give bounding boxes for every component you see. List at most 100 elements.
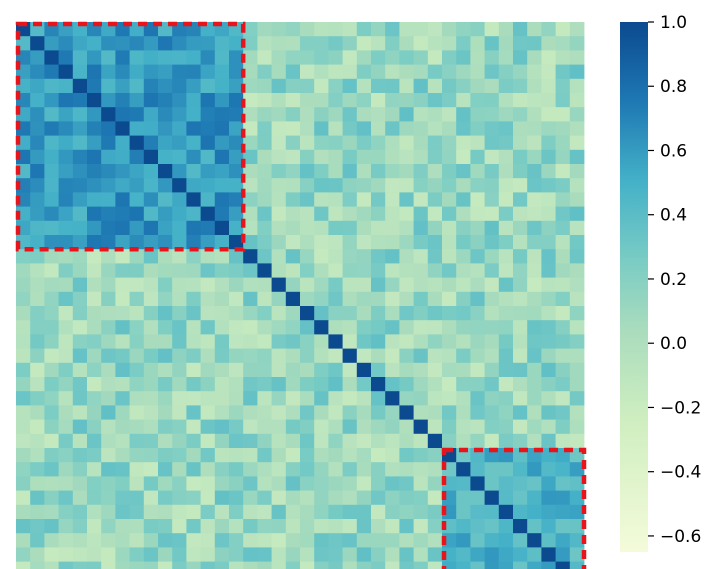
heatmap-cell-23-16 bbox=[243, 348, 258, 364]
heatmap-cell-6-19 bbox=[285, 107, 301, 122]
heatmap-cell-32-21 bbox=[314, 476, 329, 491]
heatmap-cell-29-35 bbox=[513, 433, 528, 449]
heatmap-cell-1-6 bbox=[101, 36, 116, 51]
heatmap-cell-10-26 bbox=[385, 164, 400, 179]
heatmap-cell-25-24 bbox=[356, 377, 372, 392]
heatmap-cell-4-25 bbox=[371, 78, 386, 94]
heatmap-cell-4-8 bbox=[129, 78, 145, 94]
heatmap-cell-6-31 bbox=[456, 107, 471, 122]
heatmap-cell-3-18 bbox=[271, 64, 287, 80]
heatmap-cell-12-32 bbox=[470, 192, 485, 207]
heatmap-cell-16-11 bbox=[172, 249, 187, 264]
heatmap-cell-34-17 bbox=[257, 504, 272, 520]
heatmap-cell-15-3 bbox=[58, 235, 74, 250]
heatmap-cell-9-14 bbox=[214, 149, 230, 165]
heatmap-cell-13-3 bbox=[58, 206, 74, 222]
heatmap-cell-7-8 bbox=[129, 121, 145, 136]
heatmap-cell-15-5 bbox=[87, 235, 102, 250]
heatmap-cell-10-13 bbox=[200, 164, 216, 179]
heatmap-cell-35-24 bbox=[356, 519, 372, 534]
heatmap-cell-34-22 bbox=[328, 504, 343, 520]
heatmap-cell-33-21 bbox=[314, 490, 329, 506]
heatmap-cell-11-21 bbox=[314, 178, 329, 193]
heatmap-cell-29-8 bbox=[129, 433, 145, 449]
heatmap-cell-8-5 bbox=[87, 135, 102, 151]
heatmap-cell-13-31 bbox=[456, 206, 471, 222]
heatmap-cell-23-38 bbox=[555, 348, 571, 364]
heatmap-cell-33-0 bbox=[16, 490, 31, 506]
heatmap-cell-5-38 bbox=[555, 93, 571, 108]
heatmap-cell-23-9 bbox=[143, 348, 159, 364]
heatmap-cell-24-22 bbox=[328, 362, 343, 378]
heatmap-cell-35-3 bbox=[58, 519, 74, 534]
heatmap-cell-13-27 bbox=[399, 206, 414, 222]
heatmap-cell-28-26 bbox=[385, 419, 400, 435]
colorbar-tick-label: 0.2 bbox=[660, 270, 687, 290]
heatmap-cell-37-31 bbox=[456, 547, 471, 562]
heatmap-cell-25-12 bbox=[186, 377, 201, 392]
heatmap-cell-16-6 bbox=[101, 249, 116, 264]
heatmap-cell-0-32 bbox=[470, 22, 485, 37]
heatmap-cell-5-16 bbox=[243, 93, 258, 108]
heatmap-cell-26-19 bbox=[285, 391, 301, 406]
heatmap-cell-25-15 bbox=[229, 377, 244, 392]
heatmap-cell-31-24 bbox=[356, 462, 372, 477]
heatmap-cell-27-29 bbox=[427, 405, 443, 420]
heatmap-cell-36-33 bbox=[484, 533, 500, 548]
heatmap-cell-18-34 bbox=[498, 277, 514, 293]
heatmap-cell-33-25 bbox=[371, 490, 386, 506]
heatmap-cell-24-36 bbox=[527, 362, 542, 378]
heatmap-cell-4-27 bbox=[399, 78, 414, 94]
heatmap-cell-12-39 bbox=[569, 192, 585, 207]
heatmap-cell-7-26 bbox=[385, 121, 400, 136]
heatmap-cell-17-24 bbox=[356, 263, 372, 278]
heatmap-cell-25-19 bbox=[285, 377, 301, 392]
heatmap-cell-32-23 bbox=[342, 476, 358, 491]
heatmap-cell-32-22 bbox=[328, 476, 343, 491]
heatmap-cell-25-7 bbox=[115, 377, 130, 392]
heatmap-cell-1-34 bbox=[498, 36, 514, 51]
heatmap-cell-35-35 bbox=[513, 519, 528, 534]
heatmap-cell-38-31 bbox=[456, 561, 471, 569]
heatmap-cell-17-26 bbox=[385, 263, 400, 278]
heatmap-cell-12-3 bbox=[58, 192, 74, 207]
heatmap-cell-24-10 bbox=[158, 362, 173, 378]
heatmap-cell-25-5 bbox=[87, 377, 102, 392]
heatmap-cell-4-31 bbox=[456, 78, 471, 94]
heatmap-cell-35-23 bbox=[342, 519, 358, 534]
heatmap-cell-37-14 bbox=[214, 547, 230, 562]
heatmap-cell-26-35 bbox=[513, 391, 528, 406]
heatmap-cell-5-24 bbox=[356, 93, 372, 108]
heatmap-cell-9-37 bbox=[541, 149, 556, 165]
heatmap-cell-18-19 bbox=[285, 277, 301, 293]
heatmap-cell-20-17 bbox=[257, 306, 272, 321]
heatmap-cell-15-38 bbox=[555, 235, 571, 250]
heatmap-cell-9-11 bbox=[172, 149, 187, 165]
heatmap-cell-14-35 bbox=[513, 220, 528, 236]
heatmap-cell-0-34 bbox=[498, 22, 514, 37]
heatmap-cell-2-38 bbox=[555, 50, 571, 65]
heatmap-cell-12-17 bbox=[257, 192, 272, 207]
heatmap-cell-3-33 bbox=[484, 64, 500, 80]
heatmap-cell-34-13 bbox=[200, 504, 216, 520]
heatmap-cell-35-27 bbox=[399, 519, 414, 534]
heatmap-cell-28-25 bbox=[371, 419, 386, 435]
heatmap-cell-23-31 bbox=[456, 348, 471, 364]
heatmap-cell-10-3 bbox=[58, 164, 74, 179]
heatmap-cell-11-15 bbox=[229, 178, 244, 193]
heatmap-cell-2-24 bbox=[356, 50, 372, 65]
heatmap-cell-10-12 bbox=[186, 164, 201, 179]
heatmap-cell-9-28 bbox=[413, 149, 429, 165]
heatmap-cell-15-20 bbox=[300, 235, 315, 250]
heatmap-cell-33-6 bbox=[101, 490, 116, 506]
heatmap-cell-34-2 bbox=[44, 504, 59, 520]
heatmap-cell-26-25 bbox=[371, 391, 386, 406]
heatmap-cell-8-29 bbox=[427, 135, 443, 151]
heatmap-cell-2-31 bbox=[456, 50, 471, 65]
heatmap-cell-21-32 bbox=[470, 320, 485, 335]
heatmap-cell-18-18 bbox=[271, 277, 287, 293]
heatmap-cell-17-19 bbox=[285, 263, 301, 278]
heatmap-cell-3-3 bbox=[58, 64, 74, 80]
heatmap-cell-14-16 bbox=[243, 220, 258, 236]
heatmap-cell-6-4 bbox=[72, 107, 88, 122]
